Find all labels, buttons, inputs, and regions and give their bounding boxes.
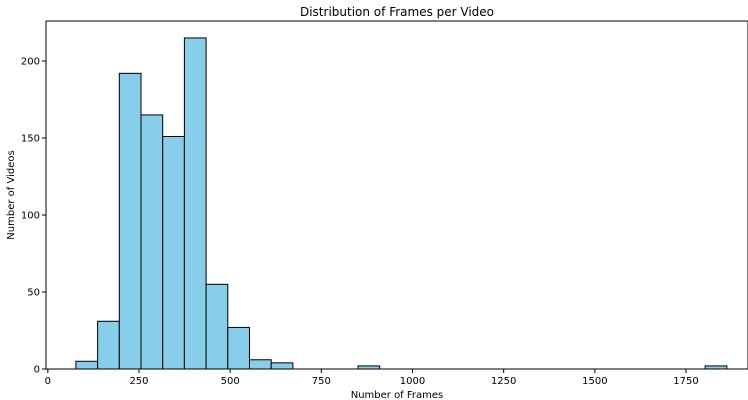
y-tick-label: 100 [21, 211, 40, 222]
histogram-bar [162, 135, 185, 370]
x-tick-label: 1000 [400, 376, 425, 387]
x-axis-label: Number of Frames [351, 390, 444, 400]
x-tick-label: 500 [221, 376, 240, 387]
y-axis-label: Number of Videos [6, 150, 17, 239]
histogram-bar [183, 37, 207, 370]
histogram-bar [205, 283, 229, 370]
histogram-bar [118, 72, 142, 370]
histogram-bar [227, 326, 250, 370]
histogram-bars [75, 37, 728, 370]
histogram-bar [248, 359, 272, 370]
x-tick-label: 0 [45, 376, 51, 387]
y-axis-ticks: 0 50 100 150 200 [21, 57, 46, 376]
y-tick-label: 200 [21, 57, 40, 68]
x-axis-ticks: 0 250 500 750 1000 1250 1500 1750 [45, 369, 699, 387]
y-tick-label: 150 [21, 134, 40, 145]
plot-area-frame [45, 20, 748, 370]
histogram-bar [140, 114, 164, 370]
histogram-bar [270, 362, 294, 370]
x-tick-label: 1250 [491, 376, 516, 387]
histogram-bar [75, 360, 99, 370]
histogram-bar [97, 320, 120, 370]
y-tick-label: 50 [27, 288, 40, 299]
chart-title: Distribution of Frames per Video [300, 5, 494, 19]
x-tick-label: 1500 [582, 376, 607, 387]
y-tick-label: 0 [34, 365, 40, 376]
x-tick-label: 250 [129, 376, 148, 387]
x-tick-label: 1750 [673, 376, 698, 387]
x-tick-label: 750 [312, 376, 331, 387]
